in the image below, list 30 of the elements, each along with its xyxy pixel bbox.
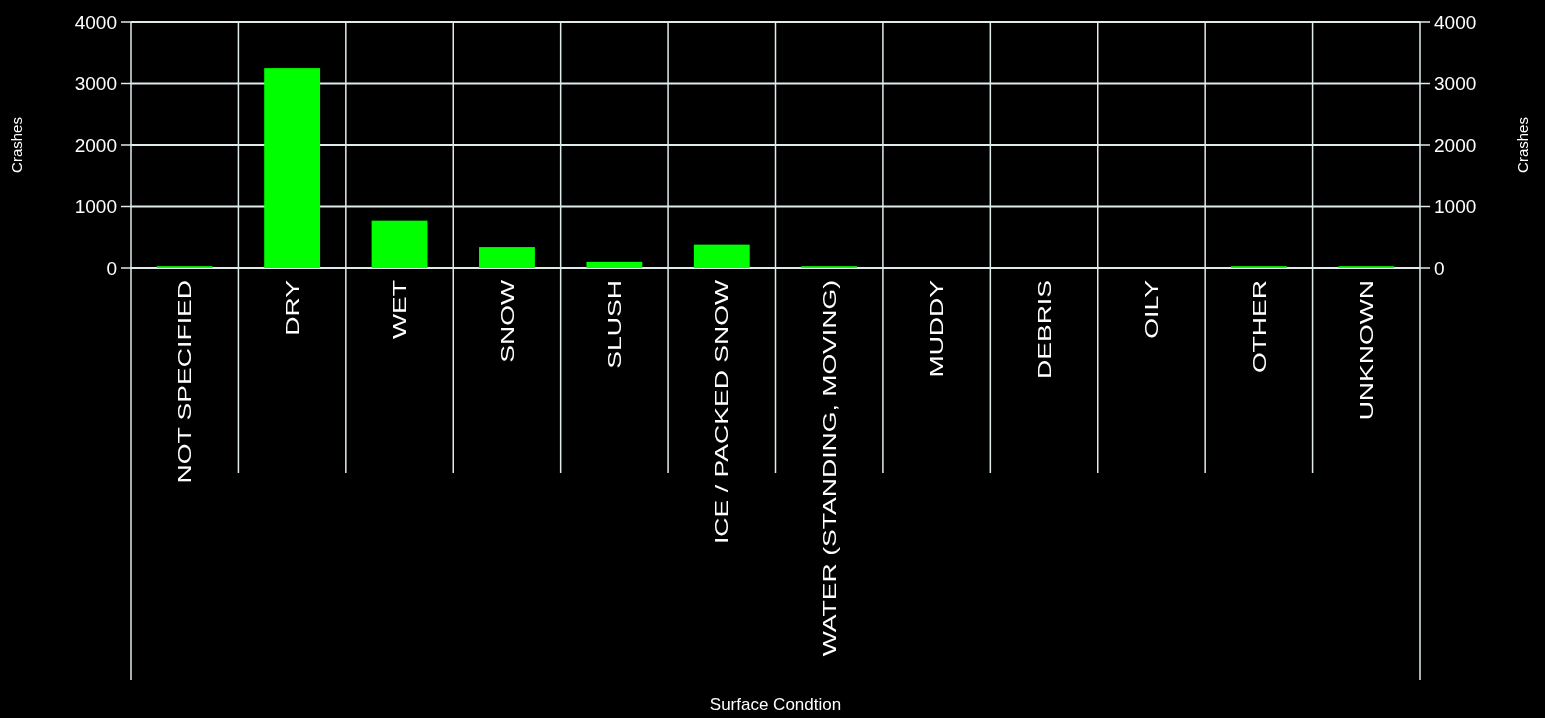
bar: [479, 247, 535, 268]
y-tick-label: 0: [106, 257, 117, 279]
x-tick-label: DRY: [281, 280, 303, 336]
y-tick-label: 1000: [74, 196, 117, 218]
x-tick-label: DEBRIS: [1033, 280, 1055, 380]
x-tick-label: OTHER: [1248, 280, 1270, 374]
y-tick-label: 2000: [74, 134, 117, 156]
x-tick-label: UNKNOWN: [1355, 280, 1378, 421]
x-tick-label: OILY: [1140, 280, 1163, 339]
y2-axis-title: Crashes: [1514, 117, 1531, 173]
bar: [371, 220, 428, 268]
y2-tick-label: 1000: [1434, 196, 1477, 218]
bar: [586, 261, 643, 268]
y-tick-label: 3000: [74, 73, 117, 95]
x-tick-label: WATER (STANDING, MOVING): [818, 280, 840, 657]
y-axis-title: Crashes: [8, 117, 25, 173]
y2-tick-label: 4000: [1434, 11, 1477, 33]
bar: [264, 68, 321, 268]
x-axis-title: Surface Condtion: [709, 694, 842, 714]
x-tick-label: ICE / PACKED SNOW: [711, 279, 733, 545]
y-tick-label: 4000: [74, 11, 117, 33]
x-tick-label: NOT SPECIFIED: [174, 280, 196, 484]
y2-tick-label: 3000: [1434, 73, 1477, 95]
x-tick-label: SLUSH: [603, 280, 626, 369]
y2-tick-label: 2000: [1434, 134, 1477, 156]
bar: [693, 244, 750, 268]
x-tick-label: WET: [388, 280, 411, 340]
y2-tick-label: 0: [1434, 257, 1445, 279]
x-tick-label: SNOW: [496, 279, 518, 363]
x-tick-label: MUDDY: [926, 280, 948, 378]
